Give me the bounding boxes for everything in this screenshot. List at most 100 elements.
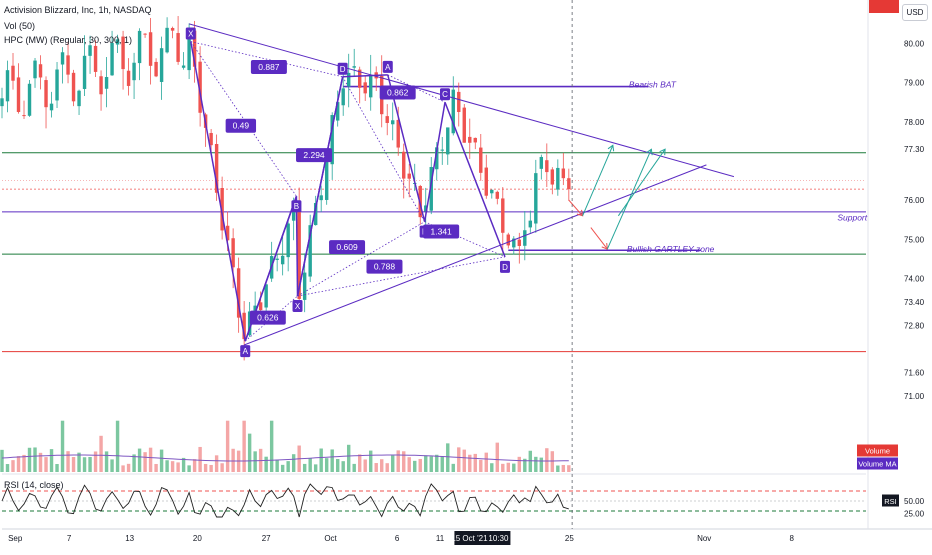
candle[interactable] — [407, 173, 411, 179]
candle[interactable] — [121, 36, 125, 70]
candle[interactable] — [457, 91, 461, 113]
candle[interactable] — [506, 234, 510, 246]
candle[interactable] — [429, 166, 433, 211]
candle[interactable] — [231, 238, 235, 268]
candle[interactable] — [352, 66, 356, 68]
candle[interactable] — [528, 220, 533, 228]
candle[interactable] — [44, 80, 48, 108]
candle[interactable] — [104, 76, 109, 89]
candle[interactable] — [495, 191, 499, 199]
candle[interactable] — [165, 27, 169, 53]
candle[interactable] — [517, 239, 522, 246]
candle[interactable] — [462, 107, 466, 143]
candle[interactable] — [369, 74, 373, 98]
candle[interactable] — [99, 76, 103, 95]
candle[interactable] — [556, 167, 560, 190]
candle[interactable] — [225, 225, 230, 241]
candle[interactable] — [435, 147, 439, 170]
candle[interactable] — [170, 27, 175, 31]
candle[interactable] — [148, 32, 153, 66]
candle[interactable] — [539, 156, 544, 169]
currency-button[interactable]: USD — [902, 4, 928, 21]
candle[interactable] — [126, 70, 131, 86]
candle[interactable] — [286, 223, 290, 258]
candle[interactable] — [236, 268, 241, 318]
candle[interactable] — [391, 120, 395, 125]
candle[interactable] — [198, 61, 202, 113]
candle[interactable] — [402, 151, 406, 179]
candle[interactable] — [115, 39, 120, 45]
candle[interactable] — [110, 42, 114, 76]
candle[interactable] — [132, 62, 136, 81]
candle[interactable] — [490, 189, 494, 194]
candle[interactable] — [38, 64, 43, 78]
candle[interactable] — [5, 70, 10, 102]
candle[interactable] — [545, 160, 549, 173]
candle[interactable] — [319, 195, 323, 201]
candle[interactable] — [154, 61, 158, 77]
candle[interactable] — [258, 302, 263, 311]
candle[interactable] — [253, 305, 257, 311]
candle[interactable] — [396, 119, 400, 148]
candle[interactable] — [0, 98, 4, 107]
candle[interactable] — [11, 65, 15, 81]
candle[interactable] — [346, 72, 351, 87]
candle[interactable] — [501, 198, 505, 233]
candle[interactable] — [22, 115, 26, 117]
candle[interactable] — [341, 88, 345, 106]
candle[interactable] — [176, 33, 180, 62]
candle[interactable] — [247, 311, 252, 336]
candle[interactable] — [302, 272, 307, 300]
candle[interactable] — [330, 115, 334, 165]
candle[interactable] — [335, 102, 340, 121]
candle[interactable] — [363, 82, 367, 94]
candle[interactable] — [424, 205, 428, 212]
candle[interactable] — [297, 205, 301, 299]
candle[interactable] — [60, 52, 65, 65]
candle[interactable] — [561, 168, 566, 179]
candle[interactable] — [71, 72, 76, 102]
candle[interactable] — [479, 147, 483, 173]
candle[interactable] — [137, 30, 142, 64]
candle[interactable] — [308, 225, 312, 277]
candle[interactable] — [280, 255, 285, 265]
candle[interactable] — [220, 187, 224, 231]
candle[interactable] — [313, 202, 318, 226]
candle[interactable] — [187, 33, 191, 71]
candle[interactable] — [446, 127, 450, 155]
candle[interactable] — [49, 103, 54, 111]
candle[interactable] — [358, 69, 362, 88]
candle[interactable] — [484, 167, 488, 196]
candle[interactable] — [143, 33, 147, 35]
candle[interactable] — [159, 48, 164, 82]
candle[interactable] — [440, 149, 444, 151]
candle[interactable] — [55, 69, 59, 101]
candle[interactable] — [523, 230, 527, 246]
candle[interactable] — [82, 55, 87, 89]
candle[interactable] — [242, 312, 246, 340]
candle[interactable] — [567, 178, 571, 190]
candle[interactable] — [468, 136, 472, 143]
candle[interactable] — [275, 258, 279, 260]
candle[interactable] — [93, 45, 98, 72]
candle[interactable] — [264, 284, 268, 308]
candle[interactable] — [214, 143, 219, 193]
candle[interactable] — [451, 89, 455, 134]
candle[interactable] — [473, 137, 477, 143]
candle[interactable] — [181, 65, 186, 68]
candle[interactable] — [66, 55, 70, 75]
candle[interactable] — [324, 158, 329, 200]
candle[interactable] — [16, 77, 21, 112]
candle[interactable] — [209, 132, 213, 146]
candle[interactable] — [550, 169, 555, 185]
candle[interactable] — [291, 204, 296, 221]
candle[interactable] — [534, 173, 538, 224]
candle[interactable] — [512, 238, 516, 248]
candle[interactable] — [192, 30, 197, 67]
candle[interactable] — [77, 90, 81, 107]
candle[interactable] — [385, 116, 389, 123]
candle[interactable] — [88, 45, 92, 56]
candle[interactable] — [27, 83, 32, 116]
